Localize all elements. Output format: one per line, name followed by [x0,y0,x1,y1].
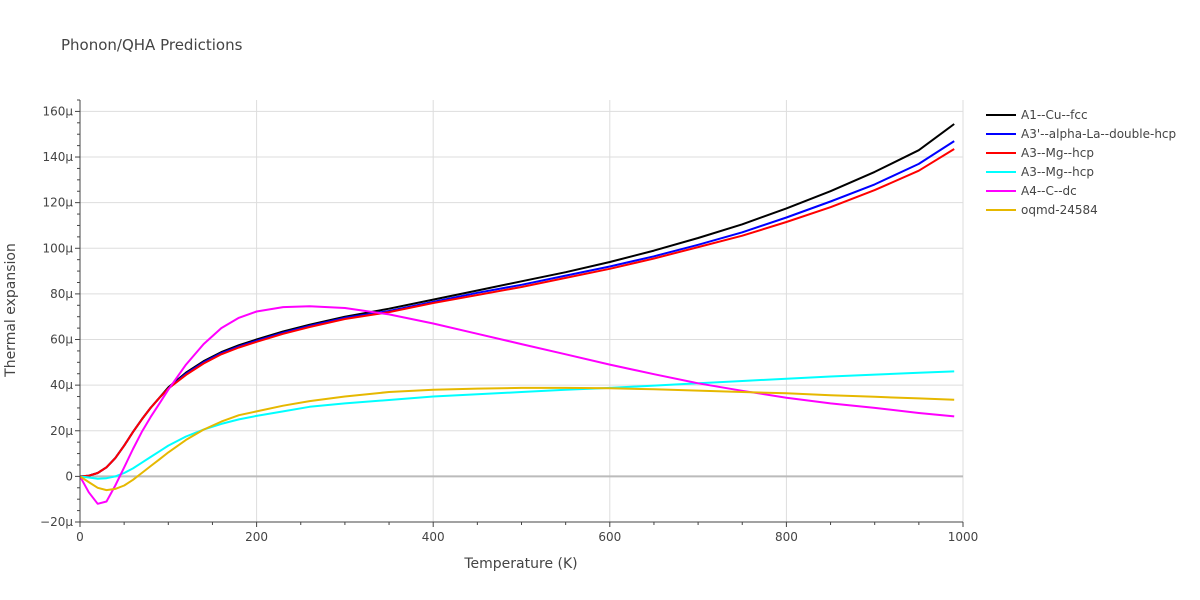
legend-label[interactable]: A3'--alpha-La--double-hcp [1021,127,1176,141]
series-line-0[interactable] [79,123,955,478]
chart-title: Phonon/QHA Predictions [61,36,243,54]
y-tick-label: 80μ [50,287,73,301]
y-tick-label: 20μ [50,424,73,438]
legend-label[interactable]: A3--Mg--hcp [1021,165,1094,179]
y-tick-label: 140μ [42,150,73,164]
series-line-2[interactable] [79,148,955,478]
x-tick-label: 200 [245,530,268,544]
y-tick-label: 40μ [50,378,73,392]
y-tick-label: 160μ [42,104,73,118]
y-tick-label: 60μ [50,333,73,347]
grid [80,100,964,523]
x-tick-label: 1000 [948,530,979,544]
y-tick-label: −20μ [40,515,73,529]
legend-label[interactable]: oqmd-24584 [1021,203,1098,217]
plot-area[interactable] [79,123,955,505]
series-line-4[interactable] [79,305,955,505]
series-line-5[interactable] [79,386,955,492]
y-axis-title: Thermal expansion [3,243,19,378]
x-tick-label: 800 [775,530,798,544]
x-tick-label: 400 [422,530,445,544]
x-tick-label: 600 [598,530,621,544]
legend-label[interactable]: A3--Mg--hcp [1021,146,1094,160]
x-tick-label: 0 [76,530,84,544]
y-tick-label: 100μ [42,241,73,255]
x-axis-title: Temperature (K) [463,556,577,572]
series-line-3[interactable] [79,370,955,480]
legend-label[interactable]: A1--Cu--fcc [1021,108,1088,122]
y-tick-label: 0 [65,469,73,483]
legend[interactable]: A1--Cu--fcc A3'--alpha-La--double-hcp A3--… [986,108,1176,217]
y-tick-label: 120μ [42,196,73,210]
legend-label[interactable]: A4--C--dc [1021,184,1077,198]
